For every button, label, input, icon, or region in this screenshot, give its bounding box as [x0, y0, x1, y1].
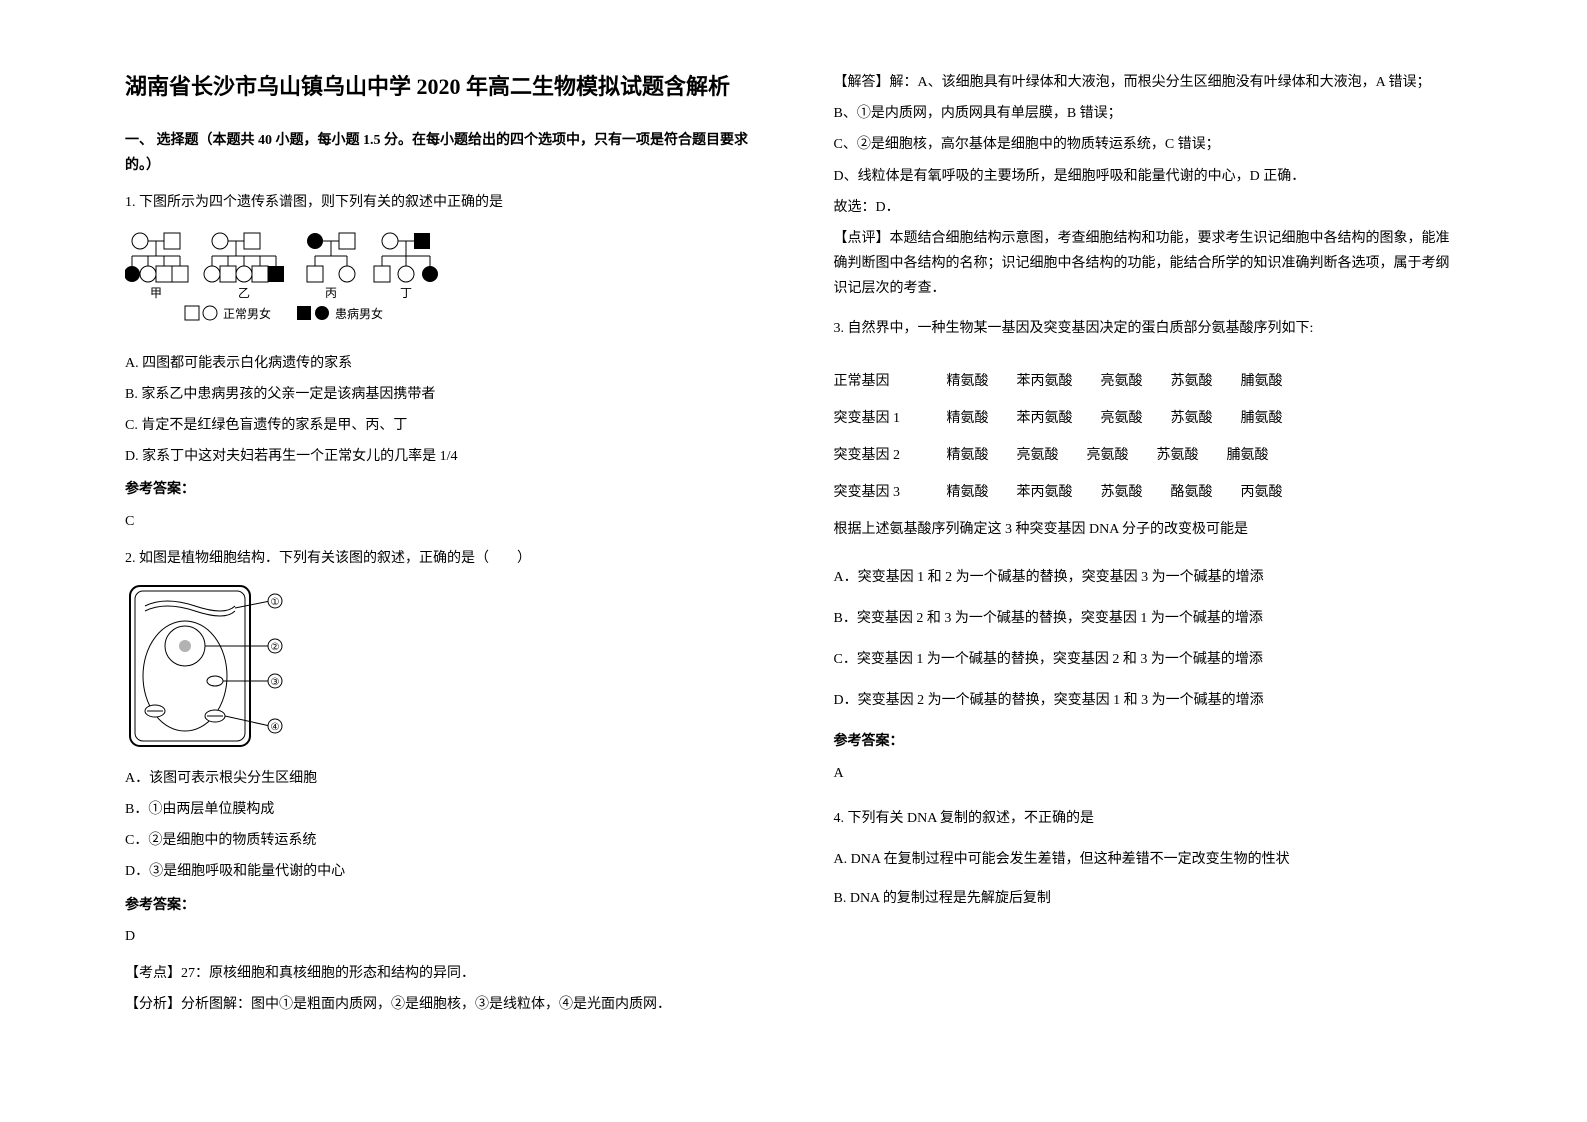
- amino-item: 亮氨酸: [1101, 369, 1143, 394]
- amino-item: 精氨酸: [947, 369, 989, 394]
- amino-label: 突变基因 3: [834, 480, 919, 505]
- q2-jieda-4: 故选：D．: [834, 195, 1463, 220]
- q1-option-b: B. 家系乙中患病男孩的父亲一定是该病基因携带者: [125, 382, 754, 407]
- amino-label: 突变基因 1: [834, 406, 919, 431]
- amino-item: 脯氨酸: [1241, 369, 1283, 394]
- amino-item: 苏氨酸: [1171, 406, 1213, 431]
- q3-answer-label: 参考答案：: [834, 729, 1463, 754]
- q4-option-a: A. DNA 在复制过程中可能会发生差错，但这种差错不一定改变生物的性状: [834, 847, 1463, 872]
- q2-stem: 2. 如图是植物细胞结构．下列有关该图的叙述，正确的是（ ）: [125, 546, 754, 571]
- q3-option-a: A．突变基因 1 和 2 为一个碱基的替换，突变基因 3 为一个碱基的增添: [834, 565, 1463, 590]
- amino-item: 脯氨酸: [1241, 406, 1283, 431]
- q2-option-a: A．该图可表示根尖分生区细胞: [125, 766, 754, 791]
- svg-text:患病男女: 患病男女: [335, 306, 383, 321]
- svg-text:甲: 甲: [150, 286, 162, 300]
- amino-item: 酪氨酸: [1171, 480, 1213, 505]
- amino-item: 丙氨酸: [1241, 480, 1283, 505]
- amino-item: 苯丙氨酸: [1017, 369, 1073, 394]
- q3-option-c: C．突变基因 1 为一个碱基的替换，突变基因 2 和 3 为一个碱基的增添: [834, 647, 1463, 672]
- amino-item: 苯丙氨酸: [1017, 406, 1073, 431]
- amino-item: 亮氨酸: [1087, 443, 1129, 468]
- svg-text:丙: 丙: [325, 286, 337, 300]
- q4-stem: 4. 下列有关 DNA 复制的叙述，不正确的是: [834, 806, 1463, 831]
- amino-item: 精氨酸: [947, 443, 989, 468]
- amino-label: 突变基因 2: [834, 443, 919, 468]
- svg-text:丁: 丁: [400, 286, 412, 300]
- q1-stem: 1. 下图所示为四个遗传系谱图，则下列有关的叙述中正确的是: [125, 190, 754, 215]
- amino-item: 亮氨酸: [1017, 443, 1059, 468]
- q2-jieda-2: C、②是细胞核，高尔基体是细胞中的物质转运系统，C 错误；: [834, 132, 1463, 157]
- q2-jieda-3: D、线粒体是有氧呼吸的主要场所，是细胞呼吸和能量代谢的中心，D 正确．: [834, 164, 1463, 189]
- q3-answer: A: [834, 761, 1463, 786]
- svg-text:①: ①: [271, 597, 280, 608]
- q2-option-d: D．③是细胞呼吸和能量代谢的中心: [125, 859, 754, 884]
- amino-item: 亮氨酸: [1101, 406, 1143, 431]
- q3-option-d: D．突变基因 2 为一个碱基的替换，突变基因 1 和 3 为一个碱基的增添: [834, 688, 1463, 713]
- q1-option-d: D. 家系丁中这对夫妇若再生一个正常女儿的几率是 1/4: [125, 444, 754, 469]
- pedigree-diagram: 甲 乙: [125, 226, 754, 336]
- section-1-header: 一、 选择题（本题共 40 小题，每小题 1.5 分。在每小题给出的四个选项中，…: [125, 128, 754, 178]
- q1-answer: C: [125, 509, 754, 534]
- svg-text:③: ③: [271, 677, 280, 688]
- q3-stem: 3. 自然界中，一种生物某一基因及突变基因决定的蛋白质部分氨基酸序列如下:: [834, 316, 1463, 341]
- q3-option-b: B．突变基因 2 和 3 为一个碱基的替换，突变基因 1 为一个碱基的增添: [834, 606, 1463, 631]
- q2-option-c: C．②是细胞中的物质转运系统: [125, 828, 754, 853]
- q2-answer-label: 参考答案：: [125, 893, 754, 918]
- q2-dianping: 【点评】本题结合细胞结构示意图，考查细胞结构和功能，要求考生识记细胞中各结构的图…: [834, 226, 1463, 302]
- plant-cell-diagram: ① ② ③ ④: [125, 581, 754, 751]
- q3-row-mut2: 突变基因 2 精氨酸 亮氨酸 亮氨酸 苏氨酸 脯氨酸: [834, 443, 1463, 468]
- q2-option-b: B．①由两层单位膜构成: [125, 797, 754, 822]
- q1-answer-label: 参考答案：: [125, 477, 754, 502]
- q2-kaodian: 【考点】27：原核细胞和真核细胞的形态和结构的异同．: [125, 961, 754, 986]
- amino-item: 苯丙氨酸: [1017, 480, 1073, 505]
- svg-text:正常男女: 正常男女: [223, 306, 271, 321]
- exam-title: 湖南省长沙市乌山镇乌山中学 2020 年高二生物模拟试题含解析: [125, 70, 754, 103]
- q2-fenxi: 【分析】分析图解：图中①是粗面内质网，②是细胞核，③是线粒体，④是光面内质网．: [125, 992, 754, 1017]
- svg-text:乙: 乙: [238, 286, 250, 300]
- svg-text:②: ②: [271, 642, 280, 653]
- amino-item: 苏氨酸: [1157, 443, 1199, 468]
- q3-row-normal: 正常基因 精氨酸 苯丙氨酸 亮氨酸 苏氨酸 脯氨酸: [834, 369, 1463, 394]
- amino-item: 苏氨酸: [1101, 480, 1143, 505]
- right-column: 【解答】解：A、该细胞具有叶绿体和大液泡，而根尖分生区细胞没有叶绿体和大液泡，A…: [794, 70, 1488, 1052]
- q3-row-mut3: 突变基因 3 精氨酸 苯丙氨酸 苏氨酸 酪氨酸 丙氨酸: [834, 480, 1463, 505]
- amino-item: 精氨酸: [947, 480, 989, 505]
- q3-row-mut1: 突变基因 1 精氨酸 苯丙氨酸 亮氨酸 苏氨酸 脯氨酸: [834, 406, 1463, 431]
- q1-option-a: A. 四图都可能表示白化病遗传的家系: [125, 351, 754, 376]
- q1-option-c: C. 肯定不是红绿色盲遗传的家系是甲、丙、丁: [125, 413, 754, 438]
- amino-label: 正常基因: [834, 369, 919, 394]
- amino-item: 精氨酸: [947, 406, 989, 431]
- q2-jieda-1: B、①是内质网，内质网具有单层膜，B 错误；: [834, 101, 1463, 126]
- amino-item: 苏氨酸: [1171, 369, 1213, 394]
- left-column: 湖南省长沙市乌山镇乌山中学 2020 年高二生物模拟试题含解析 一、 选择题（本…: [100, 70, 794, 1052]
- amino-item: 脯氨酸: [1227, 443, 1269, 468]
- svg-text:④: ④: [271, 722, 280, 733]
- q2-answer: D: [125, 924, 754, 949]
- q4-option-b: B. DNA 的复制过程是先解旋后复制: [834, 886, 1463, 911]
- q3-prompt: 根据上述氨基酸序列确定这 3 种突变基因 DNA 分子的改变极可能是: [834, 517, 1463, 542]
- q2-jieda-0: 【解答】解：A、该细胞具有叶绿体和大液泡，而根尖分生区细胞没有叶绿体和大液泡，A…: [834, 70, 1463, 95]
